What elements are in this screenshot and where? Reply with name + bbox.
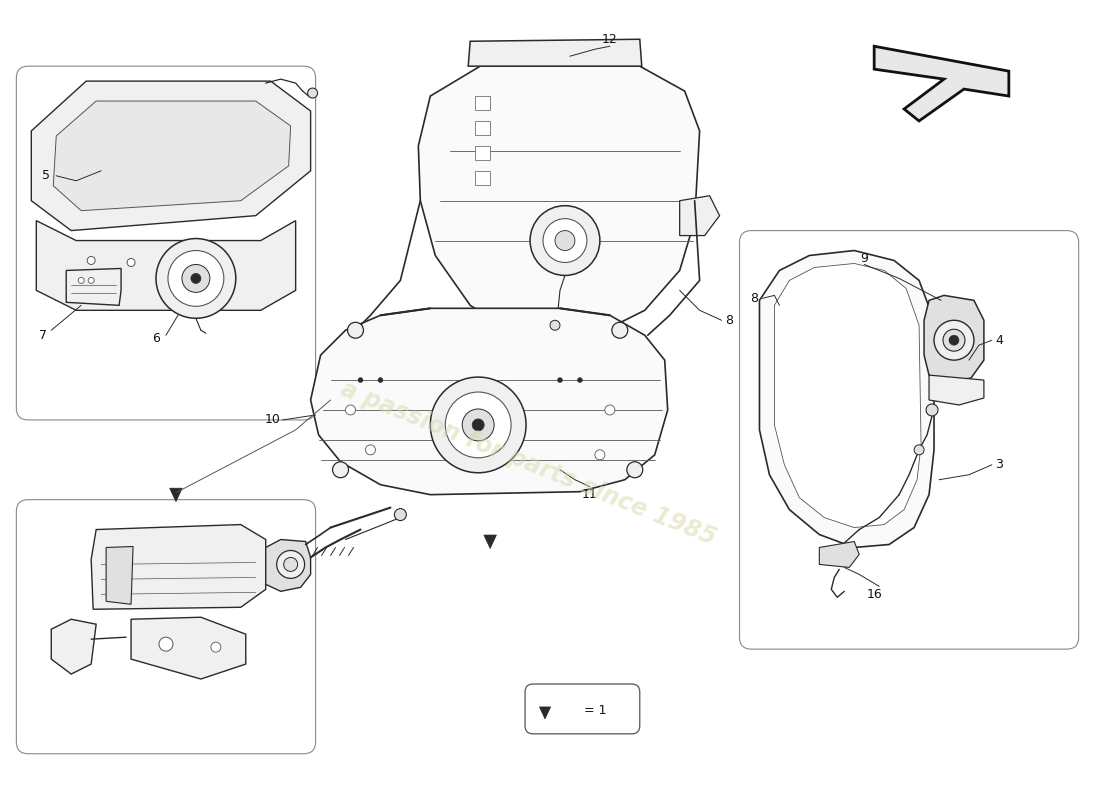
Text: 12: 12 [602,33,618,46]
Circle shape [627,462,642,478]
Circle shape [943,330,965,351]
Circle shape [207,262,215,270]
Polygon shape [53,101,290,210]
Text: 7: 7 [40,329,47,342]
Circle shape [595,450,605,460]
Text: 8: 8 [750,292,759,305]
Circle shape [430,377,526,473]
Circle shape [284,558,298,571]
Circle shape [78,278,85,283]
Circle shape [345,405,355,415]
Circle shape [446,392,512,458]
Polygon shape [66,269,121,306]
Polygon shape [475,170,491,185]
Circle shape [556,230,575,250]
Circle shape [530,206,600,275]
Polygon shape [924,295,983,382]
Text: 5: 5 [42,170,51,182]
Circle shape [332,462,349,478]
Circle shape [308,88,318,98]
Circle shape [605,405,615,415]
Circle shape [156,238,235,318]
Circle shape [365,445,375,455]
Text: a passion for parts since 1985: a passion for parts since 1985 [337,378,719,550]
Circle shape [168,250,223,306]
Text: = 1: = 1 [584,705,606,718]
Circle shape [462,409,494,441]
Polygon shape [106,546,133,604]
Circle shape [949,335,959,345]
Text: 6: 6 [152,332,160,345]
Circle shape [578,378,582,382]
Circle shape [128,258,135,266]
Text: 8: 8 [726,314,734,326]
Circle shape [934,320,974,360]
Circle shape [88,278,95,283]
Polygon shape [774,263,921,527]
Polygon shape [484,535,496,549]
Circle shape [395,509,406,521]
Polygon shape [169,488,183,502]
Circle shape [211,642,221,652]
Polygon shape [418,66,700,335]
Circle shape [543,218,587,262]
Polygon shape [475,96,491,110]
Circle shape [550,320,560,330]
Circle shape [472,419,484,431]
Circle shape [612,322,628,338]
Circle shape [167,262,175,270]
Polygon shape [91,525,266,610]
Polygon shape [469,39,641,66]
Circle shape [191,274,201,283]
Polygon shape [31,81,310,230]
Text: 10: 10 [265,414,280,426]
Polygon shape [820,542,859,567]
Circle shape [87,257,96,265]
Polygon shape [475,121,491,135]
Circle shape [160,637,173,651]
Text: 11: 11 [582,488,597,501]
Text: 9: 9 [860,252,868,265]
Polygon shape [930,375,983,405]
Circle shape [926,404,938,416]
Text: 16: 16 [867,588,882,601]
Polygon shape [131,618,245,679]
Circle shape [358,378,363,382]
Circle shape [378,378,383,382]
Polygon shape [680,196,719,235]
Polygon shape [310,308,668,494]
Circle shape [182,265,210,292]
Polygon shape [759,250,934,547]
Polygon shape [874,46,1009,121]
Polygon shape [475,146,491,160]
Circle shape [914,445,924,455]
Circle shape [348,322,363,338]
Polygon shape [266,539,310,591]
Polygon shape [539,707,551,719]
Circle shape [277,550,305,578]
Circle shape [558,378,562,382]
Polygon shape [52,619,96,674]
Polygon shape [36,221,296,310]
Text: 3: 3 [994,458,1003,471]
Text: 4: 4 [994,334,1003,346]
